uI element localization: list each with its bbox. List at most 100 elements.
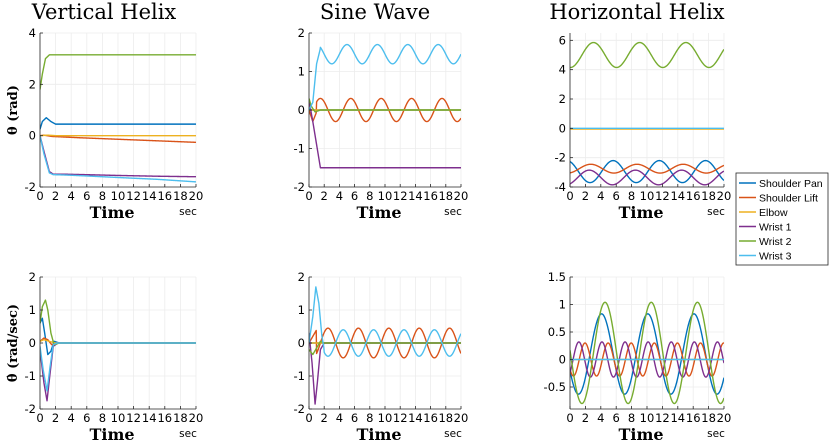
x-tick-label: 0 [36, 189, 43, 203]
x-tick-label: 2 [582, 189, 589, 203]
series-wrist-1 [570, 341, 724, 378]
x-tick-label: 2 [582, 411, 589, 425]
y-tick-label: -1 [25, 369, 36, 383]
series-wrist-2 [309, 98, 461, 113]
x-tick-label: 6 [83, 189, 90, 203]
x-tick-label: 8 [366, 189, 373, 203]
x-axis-label: Time [356, 425, 401, 442]
x-tick-label: 10 [640, 189, 655, 203]
legend-label: Wrist 3 [759, 251, 792, 263]
y-tick-label: -2 [294, 180, 305, 194]
x-tick-label: 10 [111, 189, 126, 203]
y-tick-label: 0 [298, 103, 305, 117]
x-axis-label: Time [89, 203, 134, 222]
x-tick-label: 10 [111, 411, 126, 425]
y-tick-label: 1 [559, 298, 566, 312]
x-axis-unit: sec [179, 428, 197, 440]
series-group [570, 301, 724, 405]
series-wrist-3 [40, 342, 196, 392]
series-shoulder-lift [570, 342, 724, 377]
series-shoulder-pan [570, 313, 724, 395]
x-tick-label: 6 [351, 411, 358, 425]
x-axis-unit: sec [444, 428, 462, 440]
x-tick-label: 18 [173, 411, 188, 425]
x-tick-label: 12 [655, 189, 670, 203]
title-horizontal-helix: Horizontal Helix [549, 0, 724, 24]
x-tick-label: 6 [83, 411, 90, 425]
y-tick-label: 0 [559, 121, 566, 135]
title-sine-wave: Sine Wave [320, 0, 430, 24]
y-tick-label: 1 [298, 65, 305, 79]
x-tick-label: 0 [305, 189, 312, 203]
x-tick-label: 10 [640, 411, 655, 425]
x-tick-label: 18 [701, 411, 716, 425]
x-tick-label: 18 [701, 189, 716, 203]
series-wrist-1 [40, 135, 196, 178]
series-wrist-1 [309, 100, 461, 169]
y-tick-label: 2 [559, 92, 566, 106]
series-shoulder-pan [570, 159, 724, 184]
y-tick-label: -2 [294, 402, 305, 416]
x-tick-label: 12 [393, 411, 408, 425]
x-tick-label: 16 [686, 189, 701, 203]
y-tick-label: -4 [555, 180, 566, 194]
y-tick-label: 0.5 [548, 325, 566, 339]
series-group [40, 299, 196, 402]
x-tick-label: 16 [157, 411, 172, 425]
series-wrist-2 [570, 41, 724, 69]
series-group [570, 41, 724, 186]
x-tick-label: 16 [423, 411, 438, 425]
series-wrist-1 [570, 169, 724, 186]
y-tick-label: 0 [29, 129, 36, 143]
y-tick-label: -2 [25, 180, 36, 194]
series-wrist-2 [309, 340, 461, 356]
x-tick-label: 14 [670, 189, 685, 203]
series-wrist-3 [40, 135, 196, 183]
x-tick-label: 20 [189, 411, 204, 425]
legend-label: Elbow [759, 207, 788, 219]
x-tick-label: 12 [655, 411, 670, 425]
x-tick-label: 20 [717, 411, 732, 425]
legend-box [735, 172, 829, 266]
x-tick-label: 20 [454, 189, 469, 203]
series-wrist-3 [309, 286, 461, 357]
x-tick-label: 0 [36, 411, 43, 425]
x-axis-label: Time [618, 425, 663, 442]
x-tick-label: 16 [686, 411, 701, 425]
x-tick-label: 0 [566, 411, 573, 425]
x-tick-label: 20 [189, 189, 204, 203]
x-tick-label: 14 [142, 189, 157, 203]
x-tick-label: 12 [393, 189, 408, 203]
legend-label: Shoulder Pan [759, 178, 823, 190]
series-wrist-2 [570, 301, 724, 405]
series-shoulder-lift [570, 163, 724, 174]
y-tick-label: 0 [29, 336, 36, 350]
x-axis-label: Time [618, 203, 663, 222]
x-tick-label: 8 [366, 411, 373, 425]
x-tick-label: 16 [423, 189, 438, 203]
x-tick-label: 8 [628, 411, 635, 425]
y-tick-label: 2 [29, 270, 36, 284]
x-tick-label: 4 [68, 411, 75, 425]
x-tick-label: 10 [378, 411, 393, 425]
x-tick-label: 4 [597, 189, 604, 203]
series-shoulder-lift [40, 134, 196, 144]
x-axis-label: Time [356, 203, 401, 222]
x-tick-label: 2 [52, 189, 59, 203]
x-tick-label: 8 [99, 411, 106, 425]
y-tick-label: 0 [559, 353, 566, 367]
x-axis-unit: sec [444, 206, 462, 218]
x-tick-label: 2 [52, 411, 59, 425]
x-tick-label: 18 [438, 411, 453, 425]
y-axis-label: θ (rad) [6, 85, 21, 135]
x-tick-label: 2 [321, 189, 328, 203]
x-tick-label: 6 [613, 189, 620, 203]
x-tick-label: 0 [566, 189, 573, 203]
x-tick-label: 4 [597, 411, 604, 425]
y-tick-label: 1.5 [548, 270, 566, 284]
